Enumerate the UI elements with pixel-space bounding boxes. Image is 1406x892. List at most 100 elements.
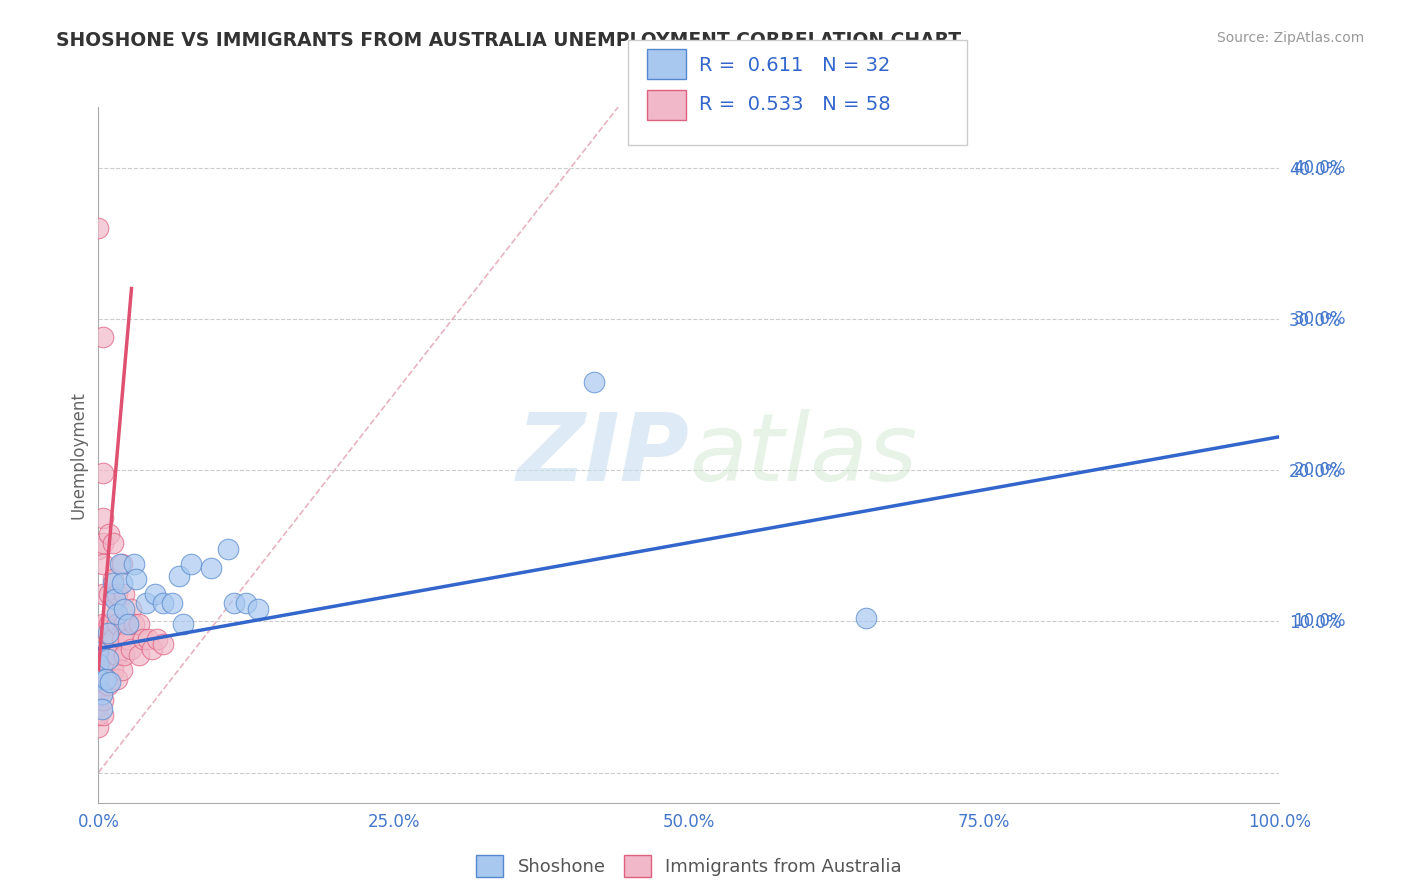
Point — [91, 708, 114, 723]
Point — [111, 576, 134, 591]
Point — [87, 698, 110, 713]
Point — [98, 632, 121, 647]
Point — [143, 587, 166, 601]
Point — [101, 632, 124, 647]
Point — [152, 637, 174, 651]
Text: R =  0.533   N = 58: R = 0.533 N = 58 — [699, 95, 890, 114]
Point — [101, 602, 124, 616]
Point — [87, 690, 110, 704]
Point — [87, 708, 110, 723]
Point — [101, 535, 124, 549]
Point — [128, 648, 150, 662]
Point — [121, 602, 143, 616]
Point — [167, 569, 190, 583]
Point — [235, 596, 257, 610]
Point — [87, 659, 110, 673]
Point — [101, 663, 124, 677]
Text: ZIP: ZIP — [516, 409, 689, 501]
Point — [122, 557, 145, 571]
Point — [135, 596, 157, 610]
Point — [112, 602, 135, 616]
Point — [136, 632, 159, 647]
Point — [91, 702, 114, 716]
Point — [111, 663, 134, 677]
Point — [141, 641, 163, 656]
Text: 30.0%: 30.0% — [1294, 310, 1346, 327]
Point — [87, 720, 110, 734]
Point — [91, 330, 114, 344]
Point — [97, 626, 120, 640]
Point — [101, 572, 124, 586]
Point — [146, 632, 169, 647]
Point — [91, 693, 114, 707]
Point — [91, 657, 114, 671]
Point — [105, 648, 128, 662]
Text: SHOSHONE VS IMMIGRANTS FROM AUSTRALIA UNEMPLOYMENT CORRELATION CHART: SHOSHONE VS IMMIGRANTS FROM AUSTRALIA UN… — [56, 31, 962, 50]
Point — [128, 617, 150, 632]
Point — [87, 681, 110, 695]
Point — [98, 526, 121, 541]
Point — [97, 652, 120, 666]
Point — [111, 557, 134, 571]
Point — [91, 511, 114, 525]
Point — [98, 617, 121, 632]
Point — [105, 587, 128, 601]
Point — [152, 596, 174, 610]
Point — [108, 557, 131, 571]
Point — [122, 617, 145, 632]
Text: 40.0%: 40.0% — [1294, 159, 1346, 177]
Point — [200, 561, 222, 575]
Point — [91, 557, 114, 571]
Point — [98, 587, 121, 601]
Point — [105, 648, 128, 662]
Point — [87, 657, 110, 671]
Text: Source: ZipAtlas.com: Source: ZipAtlas.com — [1216, 31, 1364, 45]
Point — [87, 221, 110, 235]
Point — [112, 617, 135, 632]
Point — [583, 376, 606, 390]
Text: 10.0%: 10.0% — [1294, 612, 1346, 631]
Point — [117, 632, 139, 647]
Point — [224, 596, 246, 610]
Y-axis label: Unemployment: Unemployment — [69, 391, 87, 519]
Point — [97, 678, 120, 692]
Point — [112, 587, 135, 601]
Point — [87, 674, 110, 689]
Point — [217, 541, 239, 556]
Text: 20.0%: 20.0% — [1294, 461, 1346, 479]
Point — [91, 466, 114, 480]
Point — [87, 620, 110, 634]
Point — [132, 632, 155, 647]
Point — [87, 654, 110, 668]
Point — [246, 602, 269, 616]
Point — [87, 637, 110, 651]
Point — [87, 541, 110, 556]
Point — [121, 641, 143, 656]
Point — [180, 557, 202, 571]
Point — [87, 629, 110, 643]
Point — [87, 665, 110, 680]
Point — [91, 587, 114, 601]
Point — [172, 617, 194, 632]
Point — [125, 572, 148, 586]
Point — [112, 648, 135, 662]
Point — [104, 591, 127, 606]
Point — [98, 674, 121, 689]
Point — [160, 596, 183, 610]
Point — [105, 672, 128, 686]
Point — [91, 617, 114, 632]
Point — [87, 644, 110, 658]
Point — [87, 644, 110, 658]
Legend: Shoshone, Immigrants from Australia: Shoshone, Immigrants from Australia — [468, 847, 910, 884]
Text: atlas: atlas — [689, 409, 917, 500]
Point — [87, 672, 110, 686]
Text: R =  0.611   N = 32: R = 0.611 N = 32 — [699, 56, 890, 75]
Point — [111, 632, 134, 647]
Point — [855, 611, 877, 625]
Point — [117, 617, 139, 632]
Point — [101, 576, 124, 591]
Point — [91, 687, 114, 701]
Point — [105, 617, 128, 632]
Point — [91, 535, 114, 549]
Point — [94, 672, 117, 686]
